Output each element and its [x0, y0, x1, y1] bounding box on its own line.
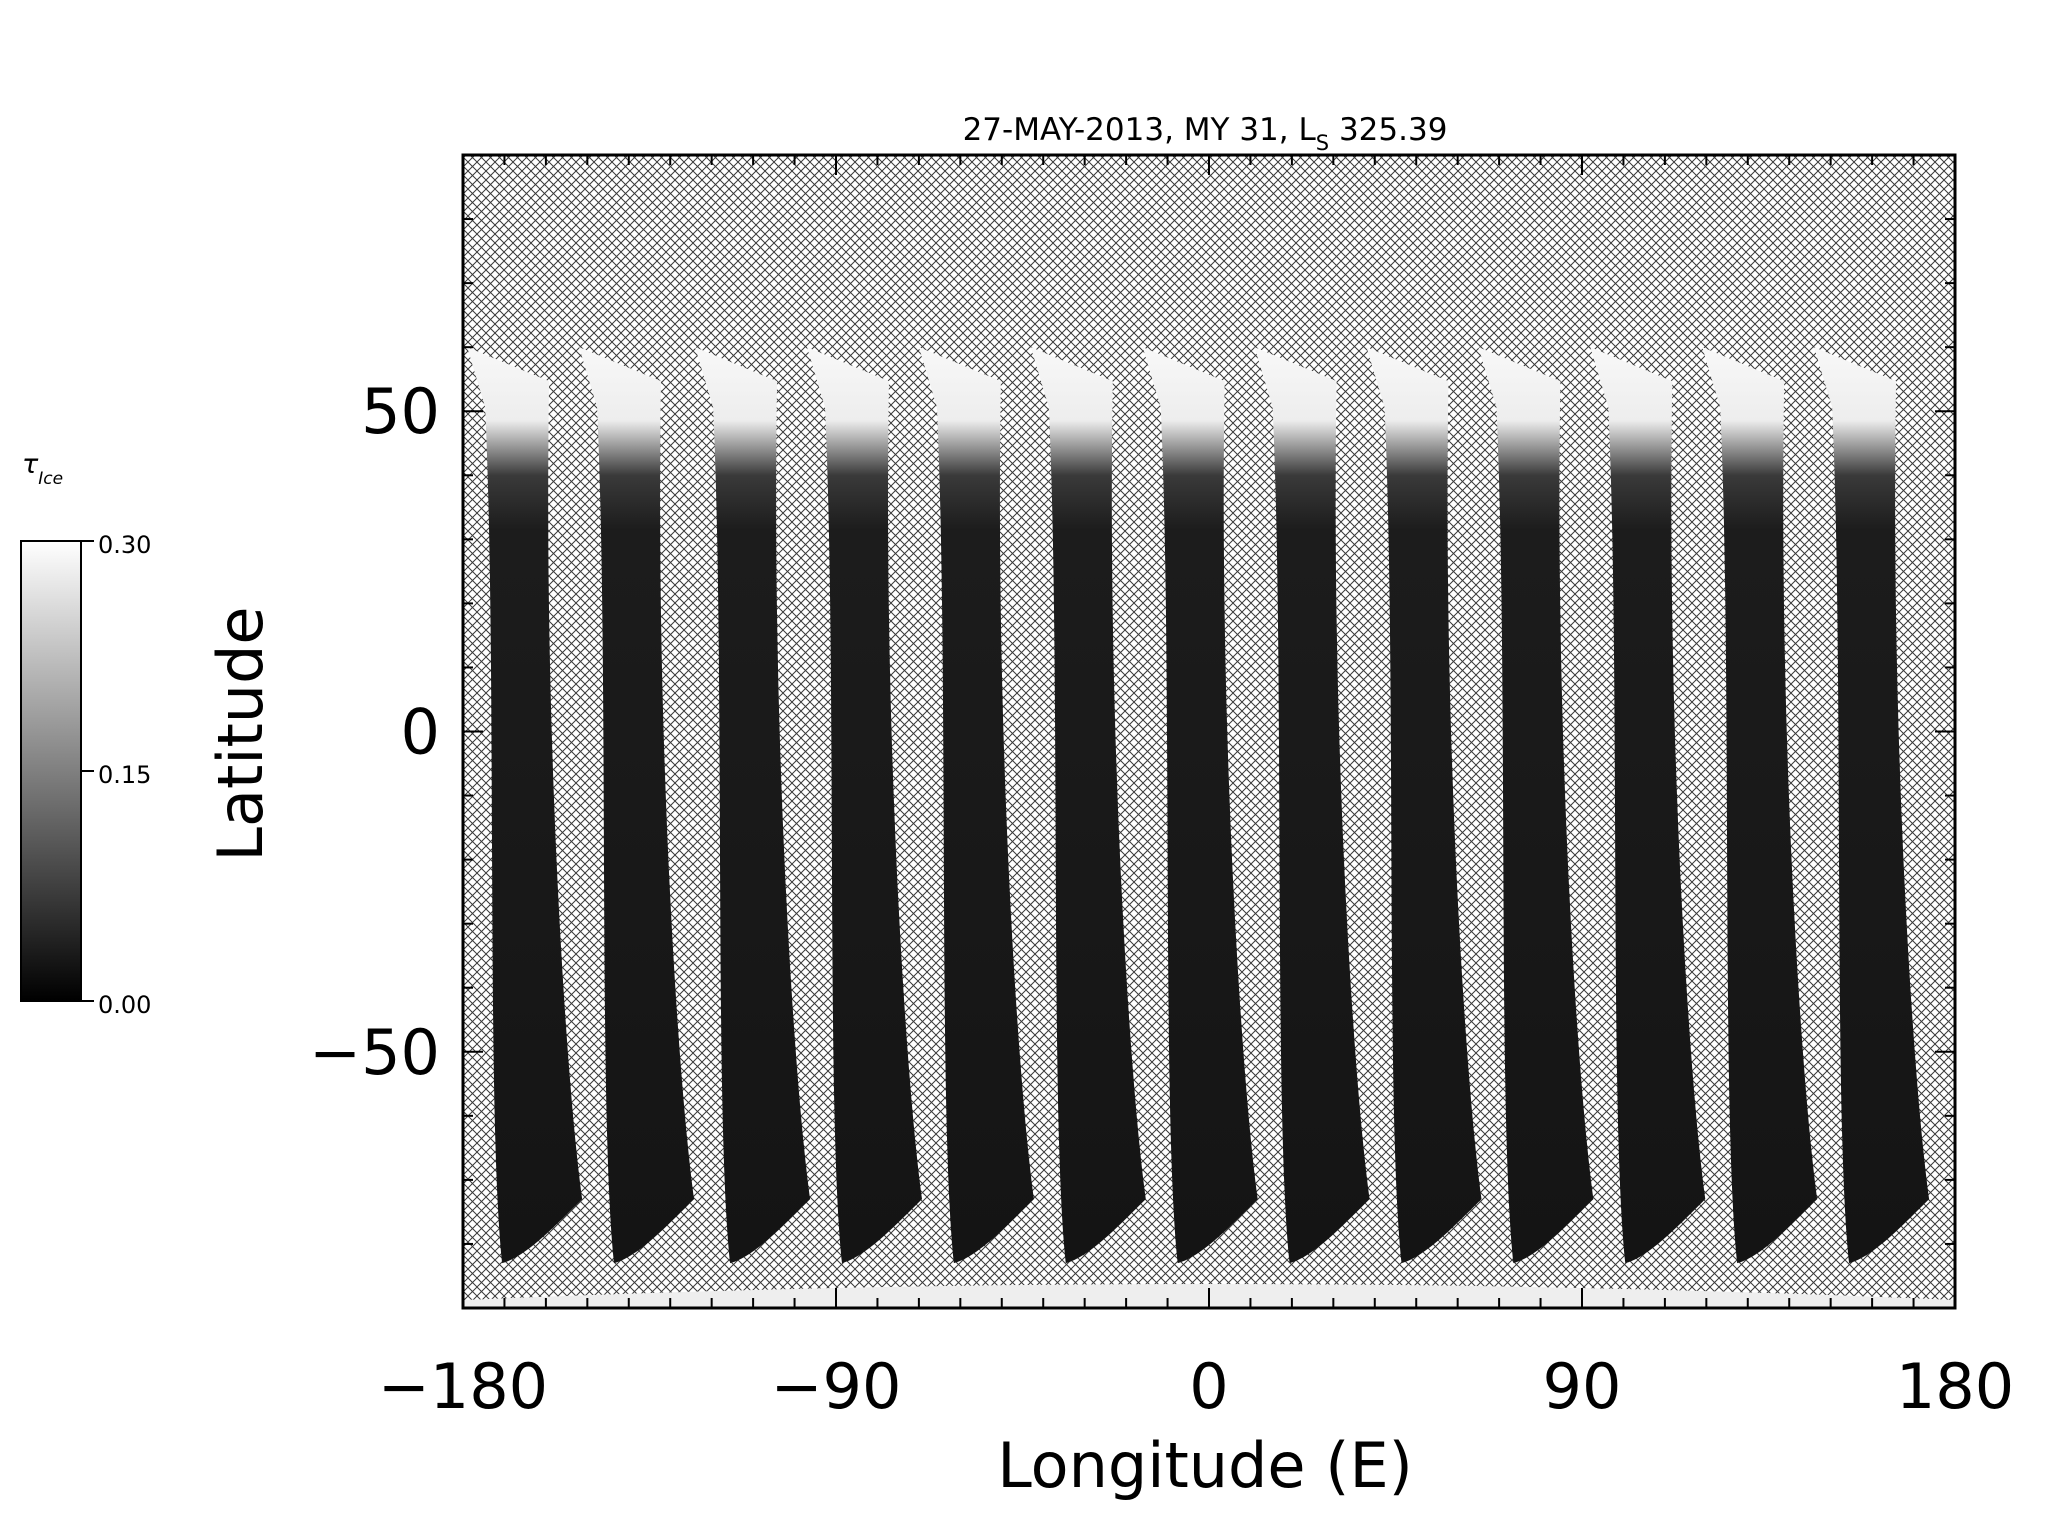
- y-tick-labels: −50 0 50: [309, 375, 440, 1089]
- colorbar-gradient: [20, 540, 82, 1002]
- colorbar-label: τIce: [22, 449, 63, 489]
- data-swath: [1814, 347, 1930, 1264]
- x-tick-label: 180: [1896, 1350, 2014, 1423]
- data-swath: [579, 347, 695, 1264]
- data-swath: [806, 347, 922, 1264]
- data-swath: [1030, 347, 1146, 1264]
- data-swath: [695, 347, 811, 1264]
- data-swath: [1366, 347, 1482, 1264]
- data-swaths: [463, 347, 1955, 1308]
- axis-ticks: [462, 154, 1956, 1309]
- data-swath: [1142, 347, 1258, 1264]
- chart-title: 27-MAY-2013, MY 31, LS 325.39: [963, 112, 1448, 155]
- x-tick-label: −180: [378, 1350, 548, 1423]
- data-swath: [1254, 347, 1370, 1264]
- data-swath: [467, 347, 583, 1264]
- y-axis-label: Latitude: [204, 606, 277, 861]
- y-tick-label: 50: [361, 375, 440, 448]
- data-swath: [918, 347, 1034, 1264]
- x-tick-label: −90: [771, 1350, 902, 1423]
- data-swath: [1702, 347, 1818, 1264]
- colorbar-tick-label-mid: 0.15: [98, 761, 151, 789]
- colorbar-tick-label-min: 0.00: [98, 991, 151, 1019]
- y-tick-label: 0: [401, 696, 440, 769]
- x-tick-label: 90: [1543, 1350, 1622, 1423]
- colorbar-tick-label-max: 0.30: [98, 531, 151, 559]
- colorbar: τIce 0.30 0.15 0.00: [20, 449, 151, 1019]
- x-axis-label: Longitude (E): [997, 1429, 1413, 1502]
- x-tick-labels: −180 −90 0 90 180: [378, 1350, 2014, 1423]
- data-swath: [1478, 347, 1594, 1264]
- data-swath: [1590, 347, 1706, 1264]
- y-tick-label: −50: [309, 1016, 440, 1089]
- x-tick-label: 0: [1189, 1350, 1228, 1423]
